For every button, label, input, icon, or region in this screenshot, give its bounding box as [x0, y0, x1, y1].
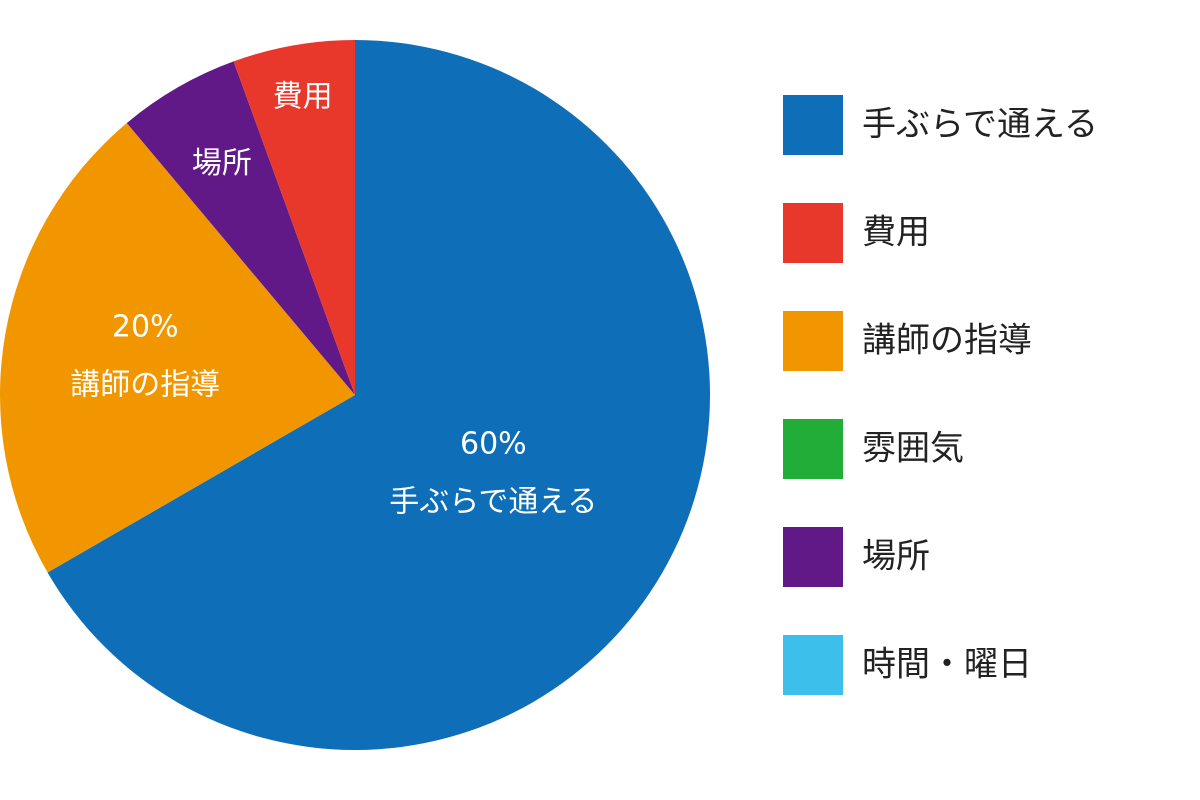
- legend-label: 場所: [862, 537, 930, 577]
- slice-name-label: 場所: [192, 146, 252, 181]
- legend-swatch: [783, 95, 843, 155]
- slice-name-label: 費用: [273, 79, 333, 114]
- legend-label: 費用: [862, 213, 930, 253]
- legend-label: 時間・曜日: [862, 645, 1032, 685]
- legend-swatch: [783, 203, 843, 263]
- slice-name-label: 手ぶらで通える: [389, 484, 597, 519]
- legend-label: 講師の指導: [862, 321, 1032, 361]
- slice-value-label: 20%: [112, 310, 179, 345]
- legend-swatch: [783, 311, 843, 371]
- legend-label: 手ぶらで通える: [862, 105, 1098, 145]
- slice-name-label: 講師の指導: [70, 368, 220, 403]
- legend-swatch: [783, 419, 843, 479]
- slice-value-label: 60%: [460, 426, 527, 461]
- legend-label: 雰囲気: [862, 429, 964, 469]
- legend-swatch: [783, 527, 843, 587]
- legend-swatch: [783, 635, 843, 695]
- pie-slice: [233, 40, 355, 395]
- pie-slice: [47, 40, 711, 750]
- pie-slice: [0, 123, 355, 573]
- pie-slice: [126, 61, 356, 395]
